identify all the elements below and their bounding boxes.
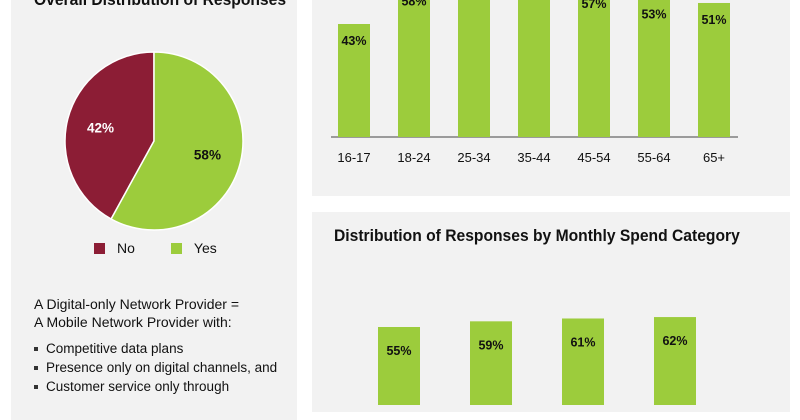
age-tick-label: 35-44 bbox=[517, 150, 550, 165]
spend-bar-value-label: 59% bbox=[478, 338, 503, 352]
age-bar-value-label: 53% bbox=[641, 8, 666, 22]
spend-bar-value-label: 55% bbox=[386, 344, 411, 358]
bullet-icon bbox=[34, 346, 38, 351]
pie-chart-title: Overall Distribution of Responses bbox=[34, 0, 286, 10]
legend-item-yes: Yes bbox=[170, 240, 217, 256]
age-bar bbox=[458, 0, 490, 137]
age-tick-label: 65+ bbox=[703, 150, 725, 165]
pie-slice-label: 42% bbox=[87, 120, 114, 135]
age-tick-label: 18-24 bbox=[397, 150, 430, 165]
pie-chart: 42% 58% bbox=[64, 51, 244, 231]
age-bar-value-label: 57% bbox=[581, 0, 606, 11]
legend-swatch-yes bbox=[170, 242, 182, 254]
spend-bar bbox=[562, 318, 604, 405]
age-tick-label: 25-34 bbox=[457, 150, 490, 165]
pie-legend: No Yes bbox=[94, 240, 253, 256]
age-bar-value-label: 43% bbox=[341, 34, 366, 48]
age-bar-chart: 43% 16-17 58% 18-24 25-34 35-44 57% 45-54 53% 55-… bbox=[331, 0, 738, 165]
pie-slice-label: 58% bbox=[194, 148, 221, 163]
bullet-icon bbox=[34, 384, 38, 389]
definition-heading-line2: A Mobile Network Provider with: bbox=[34, 314, 232, 330]
age-tick-label: 16-17 bbox=[337, 150, 370, 165]
age-bar bbox=[698, 2, 730, 137]
age-bar-value-label: 58% bbox=[401, 0, 426, 9]
age-bar bbox=[518, 0, 550, 137]
age-bar-value-label: 51% bbox=[701, 13, 726, 27]
spend-bar-value-label: 62% bbox=[662, 334, 687, 348]
age-bar bbox=[638, 0, 670, 137]
definition-list: Competitive data plans Presence only on … bbox=[34, 339, 277, 396]
age-tick-label: 55-64 bbox=[637, 150, 670, 165]
spend-bar bbox=[470, 321, 512, 405]
definition-item: Customer service only through bbox=[34, 377, 277, 396]
definition-item-text: Presence only on digital channels, and bbox=[46, 360, 278, 375]
definition-item: Presence only on digital channels, and bbox=[34, 358, 277, 377]
spend-bar-chart: 55% 59% 61% 62% bbox=[378, 317, 696, 405]
definition-item-text: Competitive data plans bbox=[46, 341, 184, 356]
age-bar bbox=[398, 0, 430, 138]
spend-bar bbox=[654, 317, 696, 405]
pie-slice-no bbox=[64, 51, 155, 221]
legend-item-no: No bbox=[94, 240, 135, 256]
age-bar bbox=[578, 0, 610, 137]
pie-slice-yes bbox=[110, 51, 244, 231]
definition-block: A Digital-only Network Provider = A Mobi… bbox=[34, 295, 277, 396]
spend-chart-title: Distribution of Responses by Monthly Spe… bbox=[334, 226, 740, 245]
definition-item: Competitive data plans bbox=[34, 339, 277, 358]
age-tick-label: 45-54 bbox=[577, 150, 610, 165]
legend-label-no: No bbox=[117, 240, 135, 256]
legend-label-yes: Yes bbox=[193, 240, 217, 256]
spend-bar-value-label: 61% bbox=[570, 335, 595, 349]
definition-heading-line1: A Digital-only Network Provider = bbox=[34, 296, 240, 312]
definition-item-text: Customer service only through bbox=[46, 379, 230, 394]
legend-swatch-no bbox=[94, 242, 105, 254]
age-bar bbox=[338, 24, 370, 137]
spend-bar bbox=[378, 327, 420, 405]
bullet-icon bbox=[34, 365, 38, 370]
